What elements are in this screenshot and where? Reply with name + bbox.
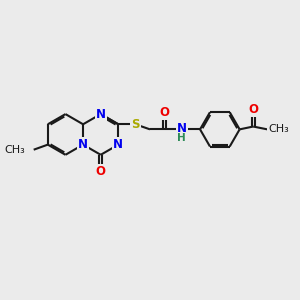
- Text: N: N: [177, 122, 187, 135]
- Text: N: N: [113, 138, 123, 151]
- Text: O: O: [96, 165, 106, 178]
- Text: N: N: [78, 138, 88, 151]
- Text: CH₃: CH₃: [4, 145, 25, 155]
- Text: N: N: [96, 108, 106, 121]
- Text: O: O: [248, 103, 258, 116]
- Text: CH₃: CH₃: [268, 124, 289, 134]
- Text: H: H: [177, 133, 186, 143]
- Text: O: O: [160, 106, 170, 119]
- Text: S: S: [131, 118, 140, 131]
